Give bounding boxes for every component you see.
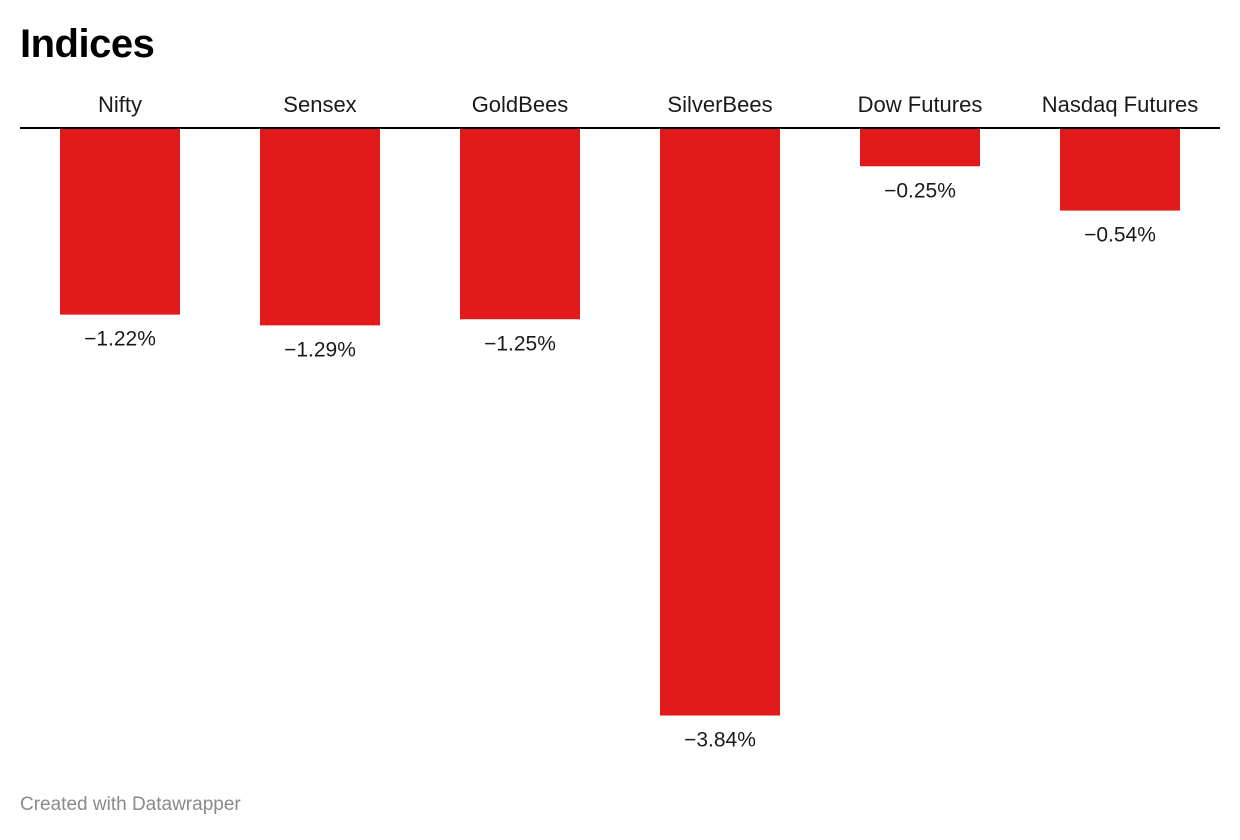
- value-label-goldbees: −1.25%: [484, 332, 556, 355]
- category-label-nifty: Nifty: [98, 92, 142, 117]
- category-label-dow-futures: Dow Futures: [858, 92, 983, 117]
- chart-title: Indices: [20, 22, 155, 66]
- category-label-goldbees: GoldBees: [472, 92, 569, 117]
- bar-goldbees: [460, 128, 580, 320]
- category-label-sensex: Sensex: [283, 92, 356, 117]
- bar-nasdaq-futures: [1060, 128, 1180, 211]
- value-label-nifty: −1.22%: [84, 328, 156, 351]
- value-labels: −1.22% −1.29% −1.25% −3.84% −0.25% −0.54%: [84, 179, 1156, 751]
- category-label-nasdaq-futures: Nasdaq Futures: [1042, 92, 1199, 117]
- category-label-silverbees: SilverBees: [667, 92, 772, 117]
- bars: [60, 128, 1180, 716]
- bar-sensex: [260, 128, 380, 326]
- bar-dow-futures: [860, 128, 980, 167]
- value-label-silverbees: −3.84%: [684, 729, 756, 752]
- footer-credit: Created with Datawrapper: [20, 794, 241, 815]
- bar-nifty: [60, 128, 180, 315]
- bar-silverbees: [660, 128, 780, 716]
- value-label-dow-futures: −0.25%: [884, 179, 956, 202]
- value-label-sensex: −1.29%: [284, 338, 356, 361]
- value-label-nasdaq-futures: −0.54%: [1084, 224, 1156, 247]
- category-labels: Nifty Sensex GoldBees SilverBees Dow Futures…: [98, 92, 1198, 117]
